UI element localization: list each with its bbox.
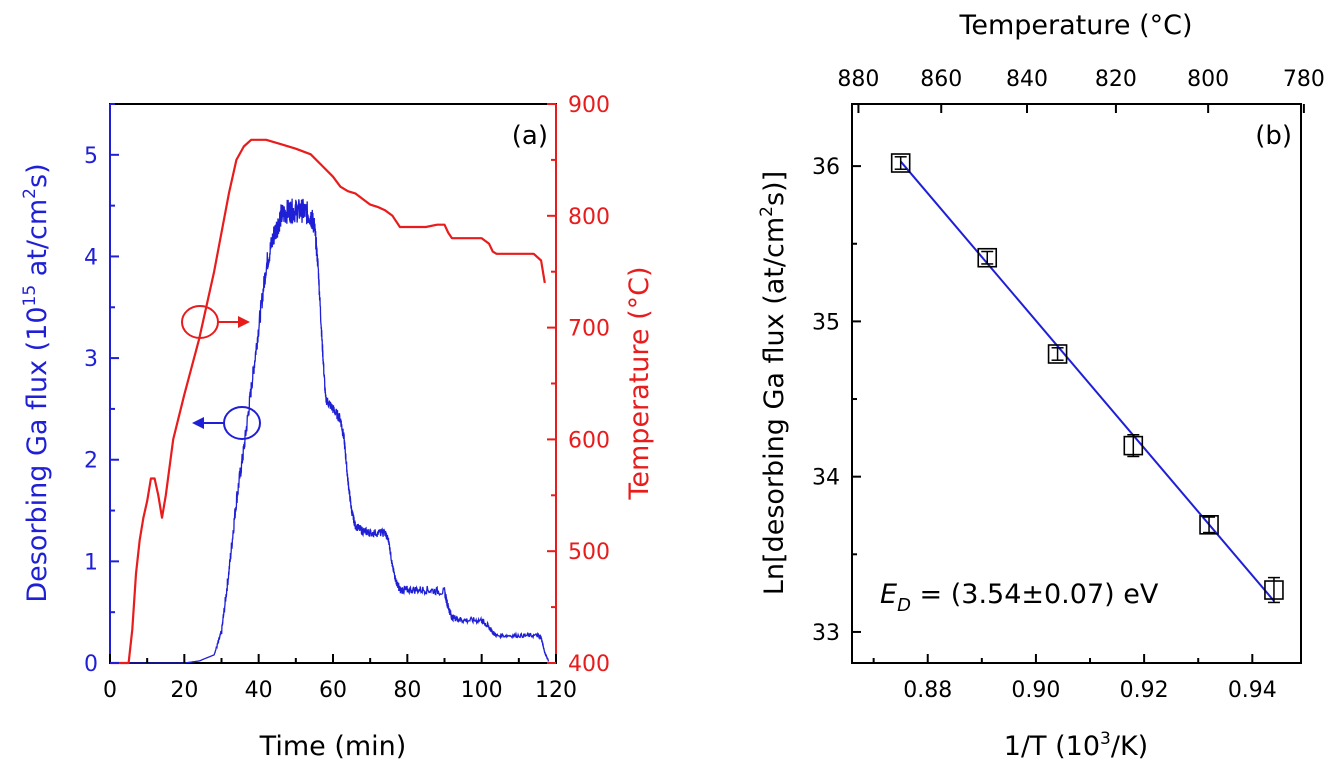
panel-a-left-tick-label: 0 xyxy=(84,652,98,677)
panel-b-plot-area xyxy=(890,153,1284,604)
panel-a-right-tick-label: 500 xyxy=(568,540,610,565)
panel-a-x-tick-label: 100 xyxy=(461,678,503,703)
panel-a-frame xyxy=(109,103,557,664)
panel-a-x-tick-label: 60 xyxy=(319,678,347,703)
panel-b-x-tick-label: 0.94 xyxy=(1228,678,1277,703)
panel-a-x-tick-label: 120 xyxy=(535,678,577,703)
panel-a-right-tick-label: 600 xyxy=(568,428,610,453)
panel-a-left-tick-label: 5 xyxy=(84,144,98,169)
panel-a-x-tick-label: 0 xyxy=(103,678,117,703)
data-point-square xyxy=(977,247,998,268)
panel-b-top-tick-label: 880 xyxy=(837,67,879,92)
panel-b-y-tick-label: 36 xyxy=(812,155,840,180)
panel-b-top-ticks: 880 860 840 820 800 780 xyxy=(837,67,1325,113)
panel-a-left-tick-label: 3 xyxy=(84,347,98,372)
flux-series-line xyxy=(110,198,550,664)
panel-a-left-ticks: 0 1 2 3 4 5 xyxy=(84,103,119,677)
panel-b-x-tick-label: 0.92 xyxy=(1120,678,1169,703)
panel-b-top-tick-label: 860 xyxy=(920,67,962,92)
panel-a-right-axis-label: Temperature (°C) xyxy=(624,266,655,500)
temperature-series-line xyxy=(110,138,546,665)
panel-a-x-tick-label: 80 xyxy=(393,678,421,703)
panel-a-right-tick-label: 700 xyxy=(568,317,610,342)
panel-a-right-ticks: 400 500 600 700 800 900 xyxy=(547,93,610,677)
panel-a-label: (a) xyxy=(512,121,548,151)
panel-b-top-tick-label: 780 xyxy=(1283,67,1325,92)
temperature-marker-circle xyxy=(181,305,250,339)
panel-b-label: (b) xyxy=(1255,121,1292,151)
panel-a-left-tick-label: 2 xyxy=(84,449,98,474)
panel-b-frame xyxy=(851,103,1302,664)
panel-a-right-tick-label: 900 xyxy=(568,93,610,118)
panel-a-x-axis-label: Time (min) xyxy=(259,731,407,762)
data-point-square xyxy=(890,153,911,173)
panel-a-right-tick-label: 400 xyxy=(568,652,610,677)
panel-a-right-tick-label: 800 xyxy=(568,205,610,230)
data-point-square xyxy=(1123,435,1144,456)
panel-a-x-tick-label: 20 xyxy=(170,678,198,703)
panel-b-y-axis-label: Ln[desorbing Ga flux (at/cm2s)] xyxy=(757,171,790,595)
panel-b-top-tick-label: 820 xyxy=(1095,67,1137,92)
panel-a-x-ticks: 0 20 40 60 80 100 120 xyxy=(103,654,577,703)
panel-b-x-axis-label: 1/T (103/K) xyxy=(1004,729,1148,762)
data-point-square xyxy=(1264,580,1284,600)
panel-b-top-axis-label: Temperature (°C) xyxy=(958,10,1192,41)
panel-a-left-tick-label: 4 xyxy=(84,245,98,270)
panel-a-x-tick-label: 40 xyxy=(245,678,273,703)
panel-b-x-ticks: 0.88 0.90 0.92 0.94 xyxy=(872,654,1277,703)
activation-energy-annotation: ED = (3.54±0.07) eV xyxy=(880,579,1159,616)
panel-b-x-tick-label: 0.88 xyxy=(903,678,952,703)
panel-a-left-tick-label: 1 xyxy=(84,550,98,575)
data-point-square xyxy=(1047,344,1068,364)
panel-b: 0.88 0.90 0.92 0.94 33 34 35 36 880 860 840 820 80… xyxy=(757,10,1325,762)
panel-b-y-ticks: 33 34 35 36 xyxy=(812,155,861,646)
panel-b-top-tick-label: 800 xyxy=(1187,67,1229,92)
panel-a-left-axis-label: Desorbing Ga flux (1015 at/cm2s) xyxy=(20,163,53,602)
panel-b-y-tick-label: 35 xyxy=(812,310,840,335)
linear-fit-line xyxy=(899,160,1275,602)
panel-b-x-tick-label: 0.90 xyxy=(1011,678,1060,703)
panel-b-y-tick-label: 33 xyxy=(812,621,840,646)
panel-b-top-tick-label: 840 xyxy=(1006,67,1048,92)
flux-marker-circle xyxy=(192,406,261,440)
data-point-square xyxy=(1199,515,1219,535)
panel-b-y-tick-label: 34 xyxy=(812,466,840,491)
panel-a: 0 20 40 60 80 100 120 0 1 2 3 4 5 400 500 600 700 800 90… xyxy=(20,93,655,762)
panel-a-plot-area xyxy=(110,138,550,665)
